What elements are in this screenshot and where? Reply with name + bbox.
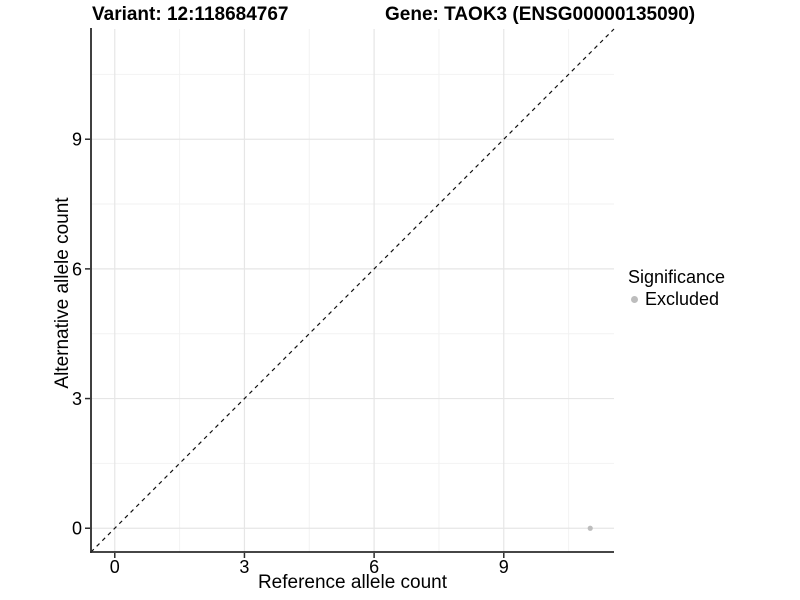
x-tick-label: 3 bbox=[239, 557, 249, 577]
legend-item-excluded: Excluded bbox=[628, 289, 725, 310]
x-axis-title: Reference allele count bbox=[257, 572, 448, 593]
data-point bbox=[587, 525, 593, 531]
identity-line bbox=[90, 28, 615, 553]
legend-point-icon bbox=[631, 296, 638, 303]
y-tick-label: 9 bbox=[72, 130, 82, 150]
x-tick-label: 6 bbox=[369, 557, 379, 577]
y-tick-label: 0 bbox=[72, 519, 82, 539]
y-axis-title: Alternative allele count bbox=[52, 197, 73, 389]
x-tick-label: 0 bbox=[110, 557, 120, 577]
x-tick-label: 9 bbox=[499, 557, 509, 577]
variant-title: Variant: 12:118684767 bbox=[92, 4, 289, 25]
legend-title: Significance bbox=[628, 267, 726, 287]
y-tick-label: 3 bbox=[72, 389, 82, 409]
y-tick-label: 6 bbox=[72, 259, 82, 279]
legend: Significance Excluded bbox=[628, 266, 725, 310]
gene-title: Gene: TAOK3 (ENSG00000135090) bbox=[385, 4, 696, 25]
legend-item-label: Excluded bbox=[645, 289, 720, 309]
